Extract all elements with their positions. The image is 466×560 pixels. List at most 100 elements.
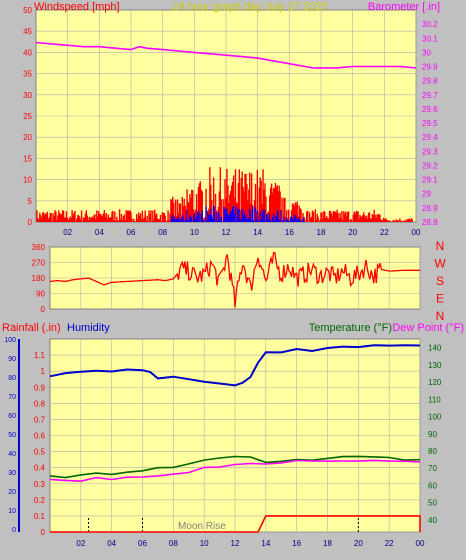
humidity-tick-label: 20 [8, 489, 16, 496]
barometer-tick-label: 29.4 [422, 133, 438, 142]
barometer-tick-label: 30.1 [422, 34, 438, 43]
temperature-tick-label: 90 [428, 430, 437, 439]
wind-direction-series [49, 251, 420, 308]
chart-title: 24 hour graph day July 27 2025 [173, 1, 328, 13]
compass-label: N [436, 239, 445, 253]
rain-tick-label: 0.6 [34, 432, 46, 441]
time-tick-label: 02 [76, 539, 85, 548]
time-tick-label: 02 [63, 228, 72, 237]
humidity-line [49, 344, 421, 387]
wind-tick-label: 35 [23, 70, 32, 79]
barometer-tick-label: 29.2 [422, 161, 438, 170]
time-tick-label: 10 [200, 539, 209, 548]
temperature-tick-label: 60 [428, 481, 437, 490]
wind-direction-grid [50, 247, 421, 309]
moon-rise-annotation: Moon Rise [178, 521, 226, 532]
time-tick-label: 14 [261, 539, 270, 548]
rain-tick-label: 0.4 [34, 464, 46, 473]
rain-tick-label: 0.5 [34, 448, 46, 457]
humidity-tick-label: 60 [8, 413, 16, 420]
time-tick-label: 12 [222, 228, 231, 237]
time-tick-label: 16 [285, 228, 294, 237]
wind-tick-label: 0 [28, 218, 33, 227]
barometer-tick-label: 30 [422, 48, 431, 57]
barometer-tick-label: 28.8 [422, 218, 438, 227]
barometer-tick-label: 29.8 [422, 77, 438, 86]
humidity-tick-label: 50 [8, 432, 16, 439]
humidity-tick-label: 90 [8, 356, 16, 363]
wind-baro-panel: 0 5 10 15 20 25 30 35 40 45 50 28.8 28.9 29 29.1 29.2 29… [23, 1, 440, 237]
time-tick-label: 20 [348, 228, 357, 237]
humidity-tick-label: 30 [8, 470, 16, 477]
rain-hum-temp-panel: 0 0.1 0.2 0.3 0.4 0.5 0.6 0.7 0.8 0.9 1 1.1 0 10 20 30 4… [2, 322, 464, 548]
barometer-line [35, 41, 417, 69]
time-tick-label: 04 [95, 228, 104, 237]
dew-point-line [49, 459, 421, 483]
temperature-tick-label: 40 [428, 516, 437, 525]
time-tick-label: 06 [127, 228, 136, 237]
barometer-tick-label: 29.9 [422, 63, 438, 72]
barometer-axis-label: Barometer [.in] [368, 1, 440, 13]
time-tick-label: 06 [138, 539, 147, 548]
rain-tick-label: 0.2 [34, 496, 46, 505]
compass-label: N [436, 309, 445, 323]
time-tick-label: 16 [292, 539, 301, 548]
rain-hum-temp-series [49, 344, 421, 533]
time-tick-label: 00 [412, 228, 421, 237]
barometer-tick-label: 29.5 [422, 119, 438, 128]
humidity-tick-label: 70 [8, 394, 16, 401]
temperature-tick-label: 120 [428, 378, 442, 387]
time-tick-label: 04 [107, 539, 116, 548]
time-tick-label: 18 [323, 539, 332, 548]
rain-tick-label: 0.1 [34, 512, 46, 521]
rain-tick-label: 0 [41, 528, 46, 537]
temperature-tick-label: 50 [428, 499, 437, 508]
dewpoint-axis-label: Dew Point (°F) [392, 322, 464, 334]
temperature-tick-label: 70 [428, 464, 437, 473]
rain-tick-label: 0.8 [34, 399, 46, 408]
temperature-tick-label: 100 [428, 413, 442, 422]
time-tick-label: 22 [380, 228, 389, 237]
wind-tick-label: 30 [23, 91, 32, 100]
rainfall-axis-label: Rainfall (.in) [2, 322, 61, 334]
wind-tick-label: 45 [23, 27, 32, 36]
compass-label: W [434, 257, 446, 271]
time-tick-label: 08 [169, 539, 178, 548]
direction-tick-label: 270 [32, 259, 46, 268]
temperature-tick-label: 140 [428, 344, 442, 353]
humidity-tick-label: 80 [8, 375, 16, 382]
wind-tick-label: 10 [23, 176, 32, 185]
barometer-tick-label: 29.7 [422, 91, 438, 100]
compass-label: E [436, 292, 444, 306]
humidity-tick-label: 100 [4, 337, 16, 344]
wind-tick-label: 5 [28, 197, 33, 206]
wind-baro-series [35, 41, 417, 222]
rainfall-line [50, 515, 421, 533]
wind-tick-label: 25 [23, 112, 32, 121]
time-tick-label: 22 [385, 539, 394, 548]
temperature-axis-label: Temperature (°F) [309, 322, 392, 334]
time-tick-label: 08 [158, 228, 167, 237]
wind-direction-line [49, 251, 420, 308]
barometer-tick-label: 30.2 [422, 20, 438, 29]
humidity-tick-label: 10 [8, 508, 16, 515]
rain-tick-label: 1 [41, 367, 46, 376]
humidity-tick-label: 0 [12, 527, 16, 534]
direction-tick-label: 360 [32, 243, 46, 252]
rain-tick-label: 0.3 [34, 480, 46, 489]
wind-tick-label: 15 [23, 154, 32, 163]
barometer-tick-label: 29.1 [422, 176, 438, 185]
humidity-axis-label: Humidity [67, 322, 110, 334]
time-tick-label: 10 [190, 228, 199, 237]
rain-hum-temp-ticks: 0 0.1 0.2 0.3 0.4 0.5 0.6 0.7 0.8 0.9 1 1.1 0 10 20 30 4… [4, 337, 442, 548]
wind-tick-label: 20 [23, 133, 32, 142]
wind-tick-label: 50 [23, 6, 32, 15]
rain-tick-label: 1.1 [34, 351, 46, 360]
barometer-tick-label: 29.6 [422, 105, 438, 114]
direction-tick-label: 180 [32, 274, 46, 283]
rain-tick-label: 0.7 [34, 415, 46, 424]
time-tick-label: 14 [253, 228, 262, 237]
rain-tick-label: 0.9 [34, 383, 46, 392]
